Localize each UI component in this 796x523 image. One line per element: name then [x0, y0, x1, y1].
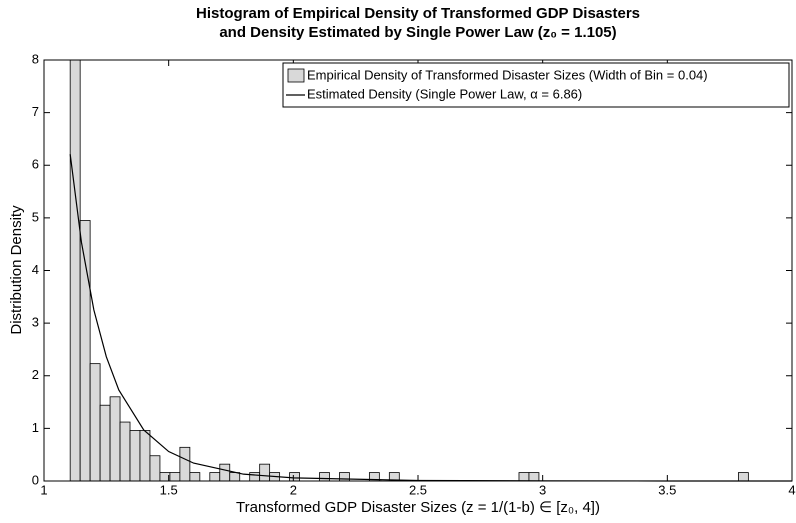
- bar: [229, 472, 241, 482]
- y-tick-label: 1: [32, 420, 39, 435]
- bar: [518, 472, 530, 482]
- legend-swatch: [287, 68, 305, 83]
- y-tick-label: 2: [32, 367, 39, 382]
- bar: [179, 446, 191, 482]
- y-tick-label: 5: [32, 209, 39, 224]
- bar: [259, 463, 271, 482]
- x-tick-label: 1.5: [160, 482, 178, 497]
- plot-frame: [43, 59, 793, 482]
- x-tick-label: 4: [788, 482, 795, 497]
- x-axis-label: Transformed GDP Disaster Sizes (z = 1/(1…: [236, 499, 600, 516]
- chart-title: and Density Estimated by Single Power La…: [219, 24, 616, 41]
- x-tick-label: 2.5: [409, 482, 427, 497]
- bar: [109, 396, 121, 482]
- legend-box: [282, 62, 790, 108]
- y-axis-label: Distribution Density: [8, 205, 25, 335]
- y-tick-label: 0: [32, 472, 39, 487]
- y-tick-label: 3: [32, 315, 39, 330]
- bar: [169, 472, 181, 482]
- x-tick-label: 3.5: [658, 482, 676, 497]
- y-tick-label: 8: [32, 51, 39, 66]
- chart-title: Histogram of Empirical Density of Transf…: [196, 5, 640, 22]
- bar: [129, 430, 141, 482]
- legend-label: Estimated Density (Single Power Law, α =…: [307, 86, 582, 101]
- bar: [339, 472, 350, 482]
- bar: [189, 472, 201, 482]
- x-tick-label: 2: [290, 482, 297, 497]
- bar: [99, 404, 111, 482]
- bar: [249, 472, 261, 482]
- bar: [319, 472, 330, 482]
- bar: [69, 59, 81, 482]
- y-tick-label: 7: [32, 104, 39, 119]
- y-tick-label: 6: [32, 157, 39, 172]
- x-tick-label: 3: [539, 482, 546, 497]
- bar: [139, 430, 151, 482]
- bar: [119, 421, 131, 482]
- bar: [528, 472, 540, 482]
- bar: [149, 455, 161, 482]
- bar: [89, 363, 101, 482]
- bar: [219, 463, 231, 482]
- x-tick-label: 1: [40, 482, 47, 497]
- bar: [737, 472, 749, 482]
- y-tick-label: 4: [32, 262, 39, 277]
- legend-label: Empirical Density of Transformed Disaste…: [307, 67, 708, 82]
- bar: [289, 472, 300, 482]
- density-line: [69, 154, 793, 482]
- bar: [209, 472, 221, 482]
